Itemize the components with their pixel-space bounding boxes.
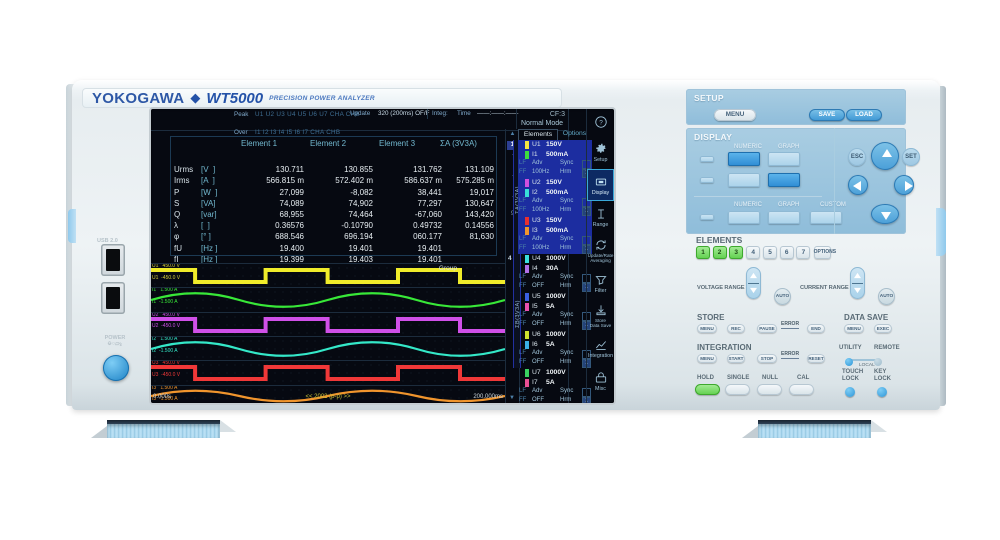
svg-text:?: ? [599,119,603,126]
